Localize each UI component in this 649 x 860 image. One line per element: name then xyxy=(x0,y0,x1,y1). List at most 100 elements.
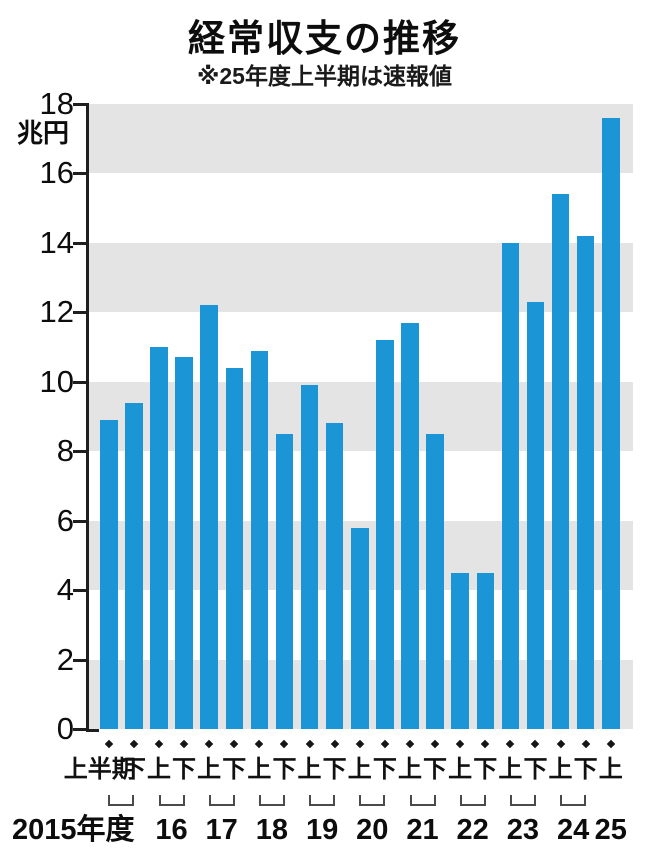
y-axis-tick-label: 6 xyxy=(56,502,74,538)
x-axis-dot xyxy=(481,739,490,749)
x-half-label: 上 xyxy=(397,756,422,783)
x-half-label: 下 xyxy=(473,756,498,783)
year-group-bracket xyxy=(208,795,235,806)
x-axis-dot xyxy=(104,739,113,749)
x-axis-dot xyxy=(204,739,214,749)
x-half-label: 下 xyxy=(222,756,247,783)
x-year-label: 16 xyxy=(155,814,188,846)
y-axis-tick xyxy=(73,380,89,384)
x-axis-dot xyxy=(506,739,515,749)
bar xyxy=(526,301,545,729)
bar xyxy=(602,117,620,729)
year-group-bracket xyxy=(459,795,486,806)
y-axis-tick-label: 14 xyxy=(39,224,74,260)
bar xyxy=(275,433,294,729)
bar xyxy=(300,385,319,729)
bar xyxy=(576,235,595,729)
bar xyxy=(125,402,143,729)
x-axis-dot xyxy=(455,739,465,749)
y-axis-tick-label: 18 xyxy=(39,86,74,121)
year-group-bracket xyxy=(409,795,436,806)
year-group-bracket xyxy=(108,795,135,806)
x-year-label: 22 xyxy=(456,814,489,846)
y-axis-tick-label: 12 xyxy=(39,294,74,330)
x-axis-dot xyxy=(179,739,189,749)
bar xyxy=(426,433,444,729)
x-year-label: 24 xyxy=(556,814,590,846)
y-axis-unit-label: 兆円 xyxy=(17,118,70,148)
x-year-label: 17 xyxy=(205,814,238,846)
bar xyxy=(451,572,469,729)
x-axis-foot xyxy=(86,729,99,732)
x-year-label: 18 xyxy=(255,814,289,846)
bar xyxy=(376,340,394,729)
y-axis-tick xyxy=(73,589,89,593)
chart-subtitle: ※25年度上半期は速報値 xyxy=(197,63,452,89)
bar xyxy=(200,305,218,729)
y-axis-tick-label: 2 xyxy=(56,641,74,677)
x-half-label: 下 xyxy=(423,756,448,783)
y-axis-tick xyxy=(73,172,89,176)
x-axis-dot xyxy=(405,739,415,749)
y-axis-tick xyxy=(73,241,89,245)
x-year-label: 20 xyxy=(356,814,389,846)
x-year-label: 19 xyxy=(305,814,339,846)
y-axis-tick-label: 8 xyxy=(56,433,74,469)
bar xyxy=(325,423,344,729)
y-axis-tick xyxy=(73,311,89,315)
y-axis-tick xyxy=(73,519,89,523)
y-axis-tick-label: 16 xyxy=(39,155,74,191)
bar xyxy=(250,350,269,729)
x-axis-dot xyxy=(154,739,164,749)
chart-title: 経常収支の推移 xyxy=(188,18,461,59)
x-year-label: 23 xyxy=(506,814,540,846)
x-axis-dot xyxy=(230,739,239,749)
grid-stripe xyxy=(88,242,633,313)
x-half-label: 下 xyxy=(172,756,197,783)
year-group-bracket xyxy=(560,795,587,806)
x-axis-dot xyxy=(280,739,289,749)
x-half-label: 上 xyxy=(247,756,272,783)
x-half-label: 下 xyxy=(322,756,347,783)
year-group-bracket xyxy=(258,795,285,806)
x-year-label: 21 xyxy=(406,814,439,846)
x-half-label: 上 xyxy=(347,756,372,783)
x-axis-dot xyxy=(606,739,615,749)
bar xyxy=(401,322,419,729)
y-axis-tick-label: 4 xyxy=(56,572,74,608)
x-half-label: 上 xyxy=(498,756,523,783)
x-axis-dot xyxy=(531,739,540,749)
x-half-label: 上 xyxy=(448,756,473,783)
year-group-bracket xyxy=(509,795,536,806)
y-axis-tick xyxy=(73,658,89,662)
x-year-label: 25 xyxy=(594,814,627,846)
x-axis-dot xyxy=(556,739,565,749)
year-group-bracket xyxy=(158,795,185,806)
x-half-label: 上 xyxy=(598,756,623,783)
year-group-bracket xyxy=(359,795,386,806)
x-half-label: 上 xyxy=(548,756,573,783)
x-half-label: 上半期 xyxy=(63,756,136,783)
x-half-label: 下 xyxy=(523,756,548,783)
bar xyxy=(551,194,570,729)
y-axis-tick xyxy=(73,450,89,454)
x-axis-dot xyxy=(305,739,314,749)
bar xyxy=(175,357,193,729)
bar xyxy=(225,367,243,729)
y-axis-tick-label: 0 xyxy=(56,711,74,746)
x-half-label: 下 xyxy=(272,756,297,783)
x-axis-dot xyxy=(430,739,440,749)
x-half-label: 上 xyxy=(197,756,222,783)
x-half-label: 下 xyxy=(573,756,598,783)
year-group-bracket xyxy=(309,795,336,806)
bar xyxy=(100,419,118,729)
x-axis-dot xyxy=(330,739,339,749)
bar xyxy=(351,527,369,729)
x-half-label: 上 xyxy=(146,756,171,783)
y-axis-line xyxy=(86,103,89,731)
y-axis-tick xyxy=(73,103,89,106)
x-axis-dot xyxy=(380,739,390,749)
bar xyxy=(501,242,520,729)
x-axis-dot xyxy=(129,739,139,749)
